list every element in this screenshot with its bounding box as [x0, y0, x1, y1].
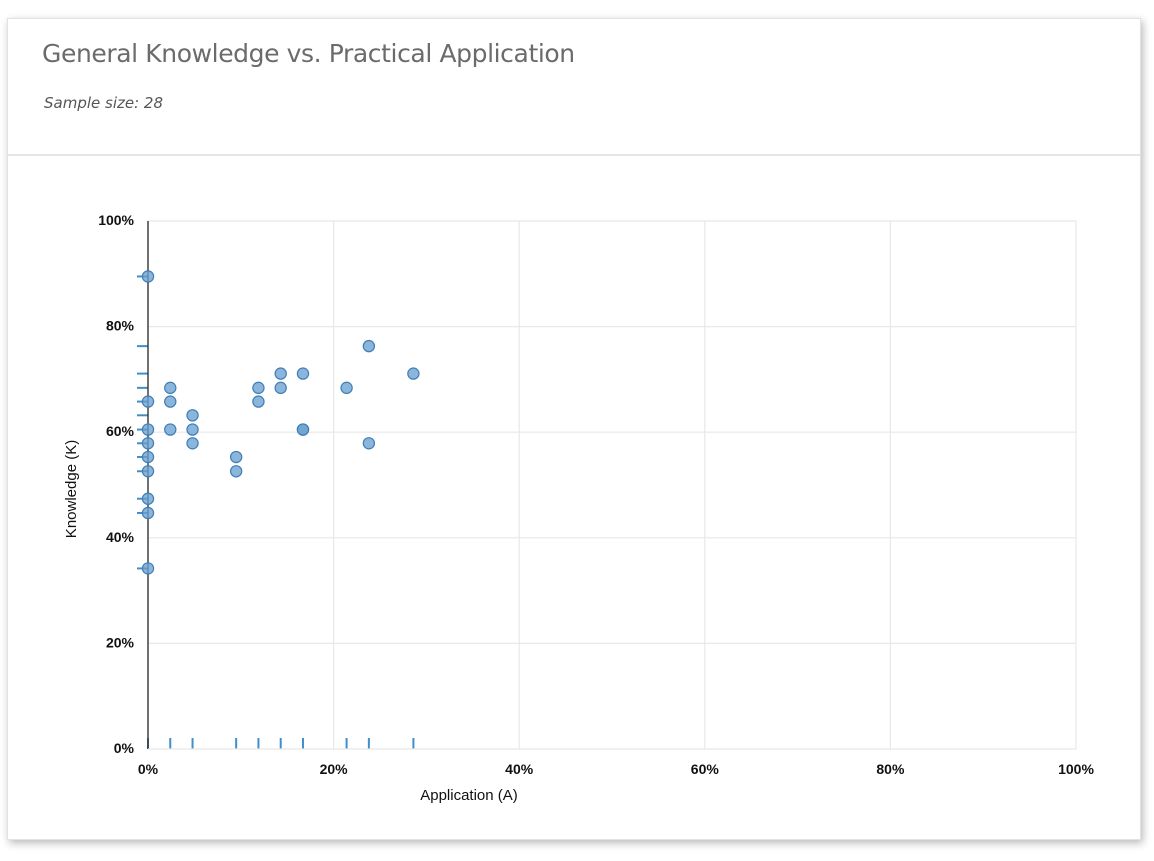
data-point — [141, 450, 155, 464]
x-tick-label: 0% — [138, 761, 159, 777]
data-point — [164, 423, 177, 436]
data-point — [274, 381, 287, 395]
data-point — [296, 423, 310, 436]
data-point — [186, 409, 199, 422]
data-point — [252, 381, 265, 395]
y-tick-label: 0% — [114, 740, 135, 756]
x-tick-label: 100% — [1058, 761, 1094, 777]
x-tick-label: 20% — [320, 761, 349, 777]
y-tick-label: 40% — [106, 529, 135, 545]
data-point — [141, 465, 155, 478]
y-axis-label: Knowledge (K) — [63, 440, 80, 538]
tick-labels: 0% 20% 40% 60% 80% 100% 0% 20% 40% 60% 80% 100% — [98, 212, 1094, 777]
data-point — [141, 492, 155, 505]
y-tick-label: 100% — [98, 212, 134, 228]
card-header: General Knowledge vs. Practical Applicat… — [8, 19, 1140, 156]
data-point — [407, 367, 420, 380]
data-point — [141, 506, 155, 520]
y-tick-label: 80% — [106, 318, 135, 334]
data-point — [229, 465, 243, 478]
data-point — [274, 367, 287, 380]
data-point — [362, 339, 376, 353]
data-point — [362, 437, 376, 450]
data-point — [252, 395, 265, 408]
data-point — [186, 437, 199, 450]
data-point — [141, 562, 155, 575]
data-point — [296, 367, 310, 380]
data-point — [164, 395, 177, 408]
x-tick-label: 80% — [876, 761, 905, 777]
chart-title: General Knowledge vs. Practical Applicat… — [42, 39, 575, 68]
data-point — [141, 423, 155, 436]
y-tick-label: 20% — [106, 634, 135, 650]
x-tick-label: 40% — [505, 761, 534, 777]
gridlines — [148, 220, 1077, 749]
y-tick-label: 60% — [106, 423, 135, 439]
data-points — [141, 270, 420, 575]
data-point — [164, 381, 177, 395]
data-point — [141, 270, 155, 283]
axes — [147, 221, 1076, 750]
data-point — [141, 437, 155, 450]
sample-size-label: Sample size: 28 — [44, 94, 164, 112]
x-axis-label: Application (A) — [420, 787, 518, 804]
data-point — [186, 423, 199, 436]
data-point — [340, 381, 353, 395]
data-point — [141, 395, 155, 408]
data-point — [229, 450, 243, 464]
x-tick-label: 60% — [691, 761, 720, 777]
